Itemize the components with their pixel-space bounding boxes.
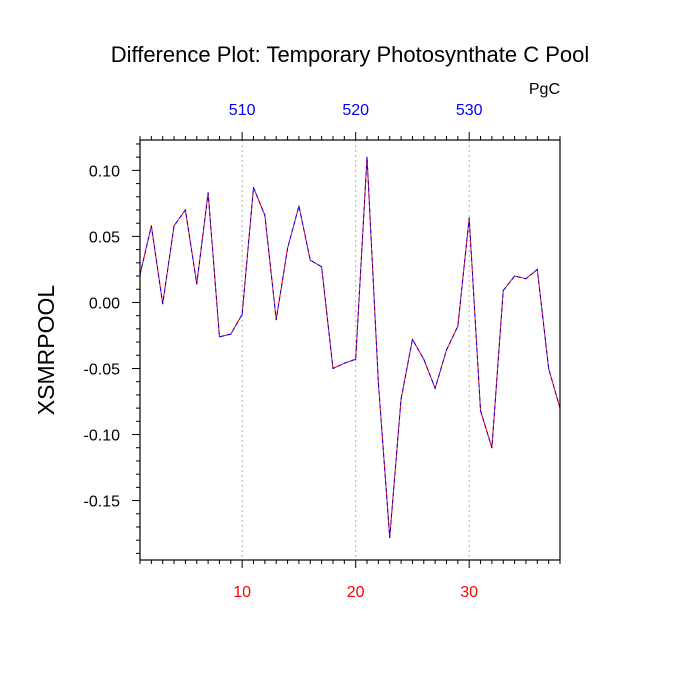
series-line-red [139,157,561,538]
data-point [491,447,493,449]
data-point [332,367,334,370]
data-point [321,266,323,268]
x-tick-label-bottom: 20 [347,584,365,601]
data-point [230,333,232,335]
y-axis-label: XSMRPOOL [33,285,59,416]
data-point [196,283,198,285]
plot-frame [139,139,561,561]
x-tick-label-top: 520 [342,102,369,119]
data-point [423,358,425,360]
data-point [309,259,311,261]
data-point [468,217,470,219]
data-point [536,268,538,271]
y-tick-label: 0.00 [89,295,120,312]
axis-ticks [132,132,561,568]
grid [241,140,470,560]
data-point [479,410,482,412]
chart-title: Difference Plot: Temporary Photosynthate… [111,42,590,67]
data-point [434,387,436,389]
data-point [389,536,391,539]
data-point [162,303,164,305]
units-label: PgC [529,81,560,98]
data-point [298,205,300,207]
data-point [548,367,550,370]
data-point [252,186,255,189]
data-point [264,214,266,216]
data-point [241,313,243,315]
series-line-blue [139,157,561,538]
y-tick-label: -0.15 [84,494,121,511]
y-tick-label: -0.05 [84,361,121,378]
data-point [173,225,175,227]
x-tick-label-top: 530 [456,102,483,119]
data-point [400,398,402,400]
y-tick-label: 0.10 [89,163,120,180]
x-tick-label-bottom: 30 [460,584,478,601]
series-line [139,156,561,539]
data-point [445,349,448,351]
data-point [207,192,209,194]
data-point [275,319,277,321]
data-point [525,278,527,280]
data-point [366,156,368,158]
data-point [513,275,516,277]
data-point [343,362,345,364]
x-tick-label-top: 510 [229,102,256,119]
data-point [218,336,221,338]
x-tick-label-bottom: 10 [233,584,251,601]
y-tick-label: -0.10 [84,428,121,445]
data-point [286,247,289,249]
data-point [184,209,187,211]
data-point [411,338,414,341]
axis-tick-labels: 0.10 0.05 0.00 -0.05 -0.10 -0.15 10 20 30 510 520 5… [84,102,483,601]
y-tick-label: 0.05 [89,229,120,246]
data-point [150,225,152,227]
data-point [502,289,504,292]
data-point [355,358,357,360]
data-point [377,382,379,384]
data-point [457,325,459,327]
